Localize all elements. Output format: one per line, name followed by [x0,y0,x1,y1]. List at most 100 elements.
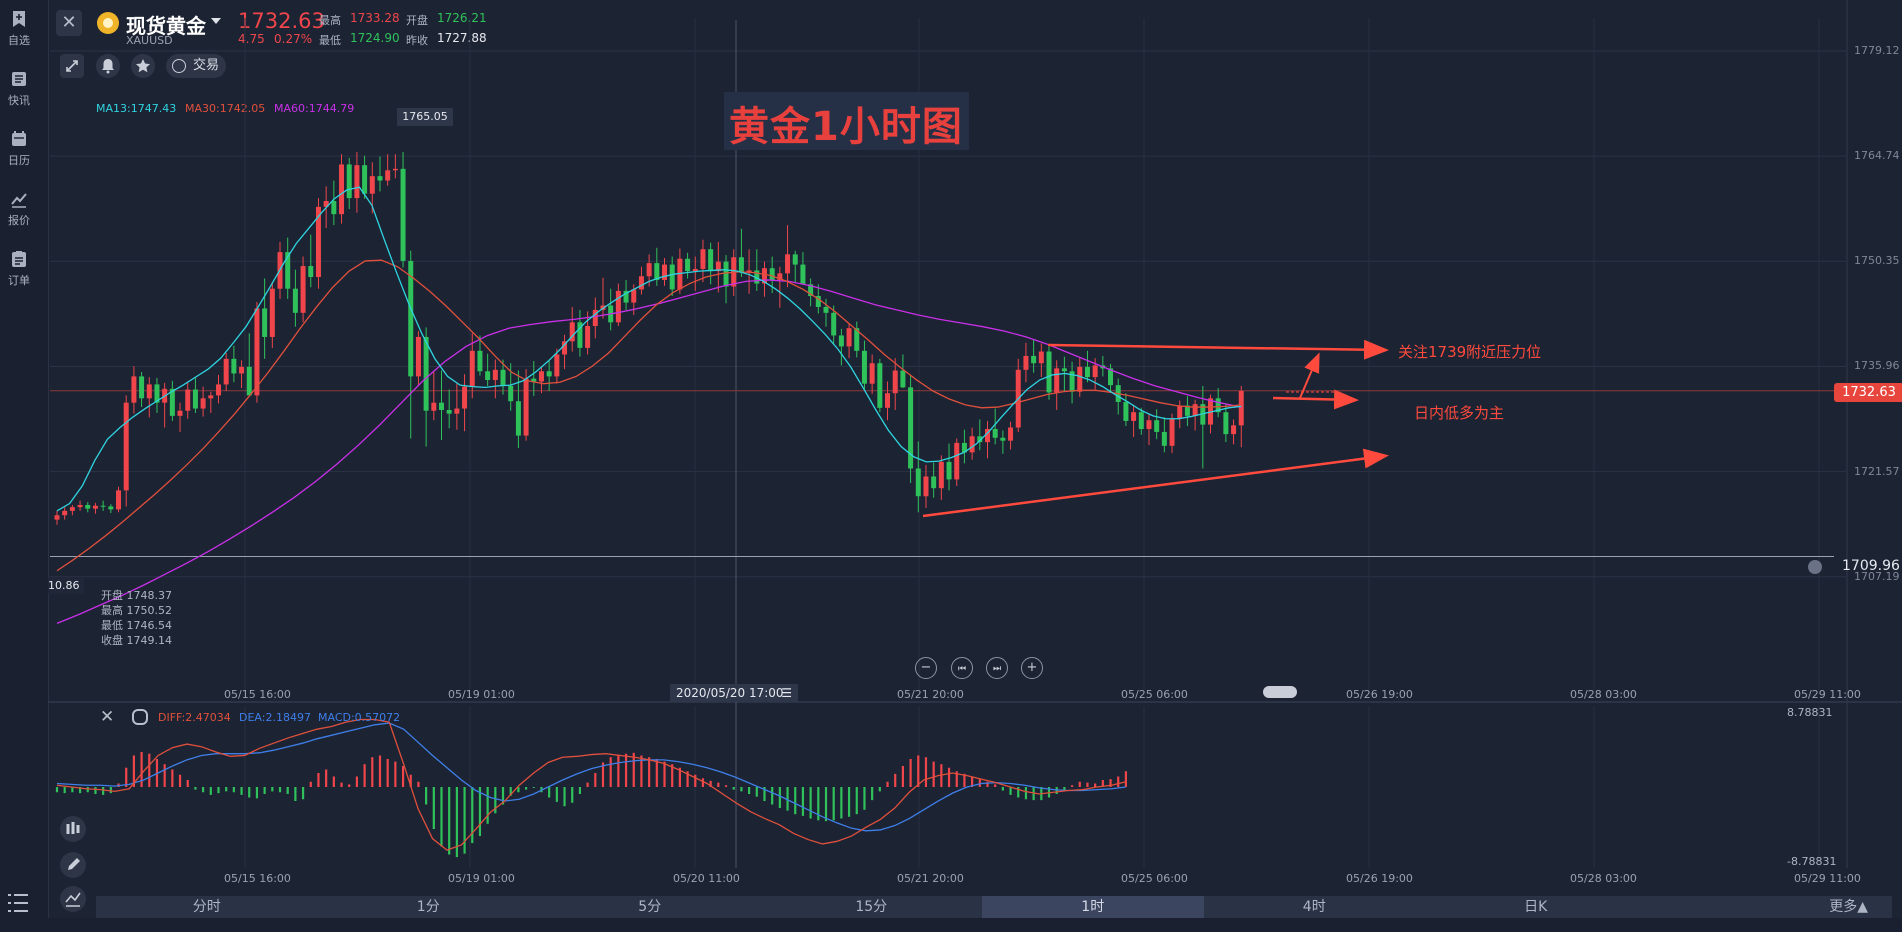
candle-body [792,254,798,265]
draw-tool-button[interactable] [60,852,86,878]
chart-scroll-handle[interactable] [1263,686,1297,698]
tab-timeframe-15m[interactable]: 15分 [855,899,888,915]
sidebar-item-news[interactable]: 快讯 [0,70,38,108]
trade-button[interactable]: 交易 [166,54,226,78]
alert-bell-icon[interactable] [1808,560,1822,574]
zoom-in-button[interactable]: + [1021,657,1043,679]
candle-body [292,288,298,313]
candle-body [1108,368,1114,386]
candle-body [815,296,821,307]
candle-body [908,387,914,469]
candle-body [562,341,568,355]
trend-annotations [922,339,1389,518]
candle-body [977,436,983,443]
candle-body [323,201,329,207]
tab-timeframe-4h[interactable]: 4时 [1302,899,1326,915]
price-chart[interactable] [48,0,1902,896]
candle-body [177,410,183,416]
candle-body [715,261,721,272]
candle-body [469,350,475,387]
x-tick-label: 05/15 16:00 [224,688,291,701]
alert-button[interactable] [96,54,120,78]
crosshair-time-text: 2020/05/20 17:00 [676,686,784,700]
favorite-button[interactable] [131,54,155,78]
candle-body [585,325,591,348]
candle-body [531,378,537,382]
left-axis-value: 10.86 [48,578,84,594]
candle-body [223,358,229,385]
candle-body [377,176,383,181]
sidebar-item-calendar[interactable]: 日历 [0,130,38,168]
candle-body [738,257,744,272]
gear-icon[interactable] [132,709,148,725]
jump-start-button[interactable]: ⏮ [951,657,973,679]
line-tool-button[interactable] [60,886,86,912]
macd-diff-line [56,718,1127,851]
trend-icon [11,193,27,208]
indicator-tool-button[interactable] [60,816,86,842]
tab-timeframe-1h[interactable]: 1时 [982,896,1204,918]
candle-body [1092,365,1098,378]
candle-body [131,376,137,403]
sidebar-item-watchlist[interactable]: 自选 [0,10,38,48]
list-icon: ☰ [781,686,792,700]
tab-timeframe-daily[interactable]: 日K [1524,899,1548,915]
sidebar-item-label: 日历 [8,154,30,167]
sidebar-item-label: 自选 [8,34,30,47]
candle-body [308,266,314,277]
macd-x-tick-label: 05/29 11:00 [1794,872,1861,885]
candle-body [1231,425,1237,435]
price-change-pct: 0.27% [274,32,313,46]
symbol-name[interactable]: 现货黄金 [126,14,206,38]
chart-grid [48,0,1902,868]
candle-body [931,476,937,489]
chart-title: 黄金1小时图 [729,104,963,150]
title-background [724,92,969,150]
tab-timeframe-5m[interactable]: 5分 [638,899,662,915]
alert-price-tag[interactable]: 1709.96 [1842,558,1900,574]
candle-body [369,176,375,194]
macd-value-legend: MACD:0.57072 [318,711,401,724]
fullscreen-button[interactable] [60,54,84,78]
zoom-out-button[interactable]: − [915,657,937,679]
candle-body [1131,412,1137,421]
jump-end-button[interactable]: ⏭ [986,657,1008,679]
close-icon: ✕ [100,707,115,727]
trade-label: 交易 [193,58,220,73]
candle-body [185,389,191,411]
candle-body [1054,368,1060,393]
candle-body [1000,437,1006,441]
news-icon [12,72,26,86]
candle-body [62,510,68,516]
candle-body [315,206,321,277]
candle-body [385,170,391,181]
candle-body [1169,418,1175,446]
candle-body [423,336,429,411]
candle-body [146,384,152,399]
sidebar-item-quotes[interactable]: 报价 [0,190,38,228]
candle-body [523,378,529,436]
high-value: 1733.28 [350,11,400,25]
candle-body [592,309,598,326]
close-button[interactable]: ✕ [56,10,82,36]
candle-body [492,369,498,381]
candle-body [1184,405,1190,416]
candle-body [1223,412,1229,435]
candle-body [462,386,468,409]
sidebar-item-label: 快讯 [8,94,30,107]
sidebar-item-orders[interactable]: 订单 [0,250,38,288]
candle-body [915,468,921,497]
tab-timeframe-1m[interactable]: 1分 [416,899,440,915]
tab-timeframe-more[interactable]: 更多▲ [1829,899,1868,915]
candle-body [577,322,583,348]
y-tick-label: 1750.35 [1854,254,1900,268]
candle-body [992,429,998,438]
tab-timeframe-intraday[interactable]: 分时 [192,899,221,915]
last-price: 1732.63 [238,9,325,33]
candle-body [208,395,214,399]
skip-back-icon: ⏮ [957,664,967,674]
candle-body [700,249,706,269]
chevron-down-icon[interactable] [211,18,221,24]
close-indicator-button[interactable]: ✕ [100,707,114,727]
menu-icon[interactable] [6,892,30,914]
